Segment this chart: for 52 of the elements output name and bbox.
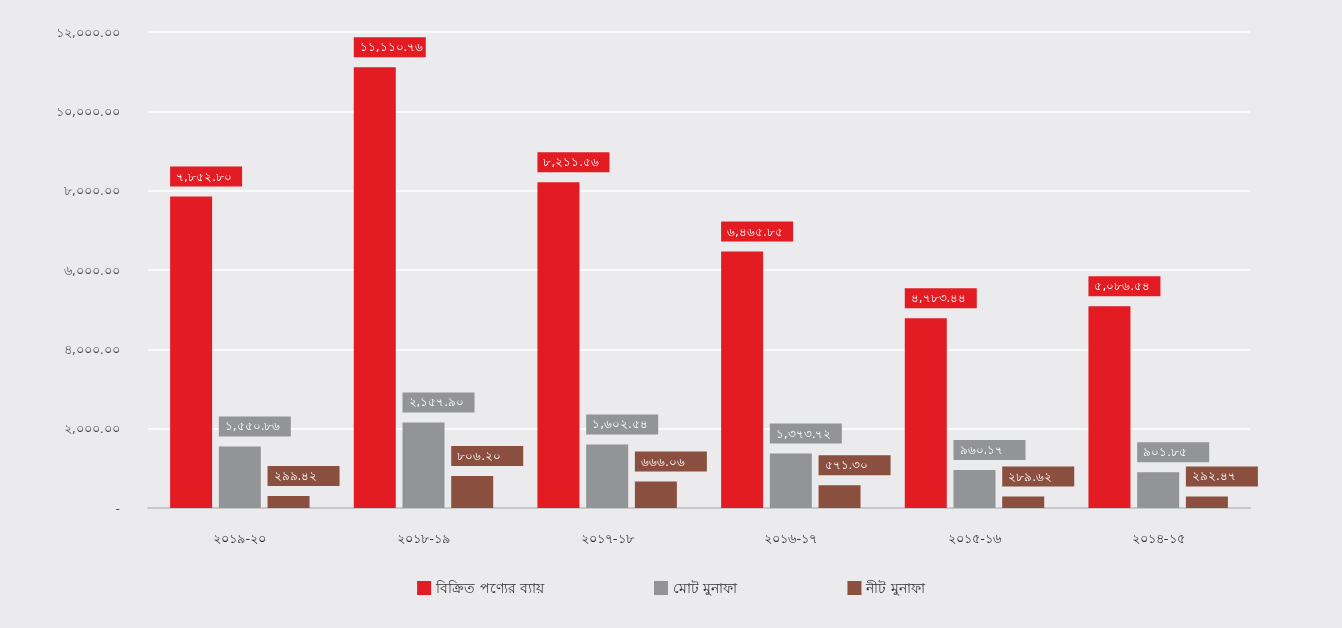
x-tick-label: ২০১৫-১৬ xyxy=(948,531,1002,546)
data-label: ২৯২.৪৭ xyxy=(1191,469,1236,484)
bar xyxy=(769,453,812,508)
data-label: ৭,৮৫২.৮০ xyxy=(176,169,232,184)
bar xyxy=(904,318,947,508)
legend-label: বিক্রিত পণ্যের ব্যায় xyxy=(435,580,545,596)
bar xyxy=(170,196,213,508)
x-tick-label: ২০১৮-১৯ xyxy=(397,531,450,546)
legend-label: নীট মুনাফা xyxy=(865,580,926,596)
y-tick-label: ৪,০০০.০০ xyxy=(63,341,120,357)
data-label: ৯০১.৮৫ xyxy=(1143,445,1187,460)
bar xyxy=(721,251,764,508)
y-tick-label: ২,০০০.০০ xyxy=(63,421,120,437)
bar xyxy=(1002,496,1045,508)
bar xyxy=(353,67,396,508)
bar xyxy=(537,182,580,508)
data-label: ৮,২১১.৫৬ xyxy=(543,155,600,170)
bar xyxy=(586,444,629,508)
data-label: ৫,০৮৬.৫৪ xyxy=(1094,279,1151,294)
data-label: ২,১৫৭.৯০ xyxy=(408,395,465,410)
y-tick-label: ৮,০০০.০০ xyxy=(63,183,120,199)
x-tick-label: ২০১৪-১৫ xyxy=(1131,531,1185,546)
x-tick-label: ২০১৯-২০ xyxy=(213,531,267,546)
bar xyxy=(451,476,494,508)
legend-label: মোট মুনাফা xyxy=(673,580,739,596)
x-tick-label: ২০১৬-১৭ xyxy=(764,531,818,546)
data-label: ৮০৬.২০ xyxy=(457,449,502,464)
y-tick-label: ৬,০০০.০০ xyxy=(63,262,120,278)
bar xyxy=(402,422,445,508)
data-label: ৬,৪৬৫.৮৫ xyxy=(727,224,783,239)
data-label: ৫৭১.৩০ xyxy=(824,458,869,473)
data-label: ১,৩৭৩.৭২ xyxy=(775,426,832,441)
data-label: ২৮৯.৬২ xyxy=(1008,469,1053,484)
data-label: ৪,৭৮৩.৪৪ xyxy=(910,291,967,306)
data-label: ১,৬০২.৫৪ xyxy=(592,417,648,432)
bar xyxy=(218,446,261,508)
bar xyxy=(634,481,677,508)
bar xyxy=(1088,306,1131,508)
y-tick-label: ১২,০০০.০০ xyxy=(55,24,120,40)
data-label: ৯৬০.১৭ xyxy=(959,442,1004,457)
bar xyxy=(1137,472,1180,508)
data-label: ৬৬৬.০৬ xyxy=(640,454,685,469)
bar xyxy=(267,496,310,508)
y-tick-label: ১০,০০০.০০ xyxy=(55,103,120,119)
data-label: ১১,১১০.৭৬ xyxy=(359,40,424,55)
data-label: ১,৫৫০.৮৬ xyxy=(224,419,281,434)
bar xyxy=(818,485,861,508)
x-tick-label: ২০১৭-১৮ xyxy=(580,531,635,546)
data-label: ২৯৯.৪২ xyxy=(273,469,318,484)
bar xyxy=(953,469,996,508)
y-tick-label: - xyxy=(115,500,121,516)
bar xyxy=(1185,496,1228,508)
